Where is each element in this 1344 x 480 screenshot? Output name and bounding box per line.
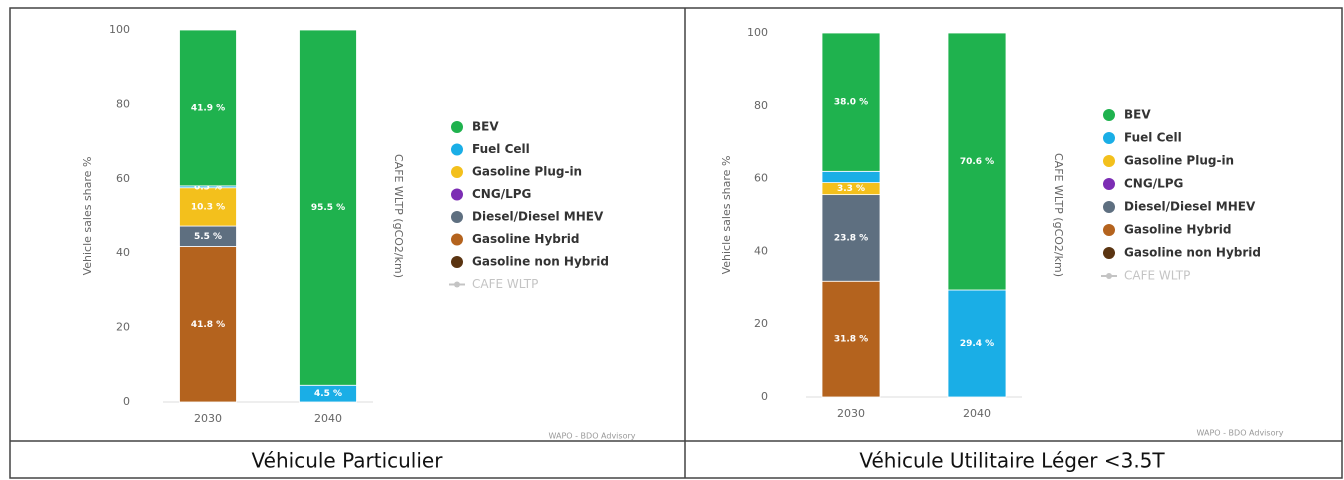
y-axis-label: Vehicle sales share % bbox=[81, 157, 94, 276]
data-label: 29.4 % bbox=[960, 339, 994, 349]
legend-label: Diesel/Diesel MHEV bbox=[472, 210, 604, 224]
legend-marker bbox=[451, 188, 463, 201]
bar-segment bbox=[947, 289, 1007, 398]
legend-label: Fuel Cell bbox=[472, 142, 530, 156]
data-label: 31.8 % bbox=[834, 335, 868, 345]
y2-axis-label: CAFE WLTP (gCO2/km) bbox=[1052, 153, 1065, 277]
bar-segment bbox=[299, 29, 357, 386]
legend-label: Fuel Cell bbox=[1124, 131, 1182, 145]
legend-marker bbox=[1103, 132, 1115, 144]
y-tick-label: 80 bbox=[754, 99, 768, 112]
legend-marker bbox=[451, 256, 463, 268]
y-tick-label: 80 bbox=[116, 97, 130, 110]
legend-marker bbox=[1103, 178, 1115, 190]
legend-label: Gasoline Hybrid bbox=[472, 232, 580, 246]
source: WAPO - BDO Advisory bbox=[549, 432, 636, 441]
legend-marker bbox=[1103, 109, 1115, 121]
y-tick-label: 40 bbox=[754, 244, 768, 257]
y-tick-label: 100 bbox=[747, 26, 768, 39]
source: WAPO - BDO Advisory bbox=[1197, 429, 1284, 438]
legend-label: Gasoline Hybrid bbox=[1124, 223, 1232, 237]
legend-label: CAFE WLTP bbox=[472, 277, 538, 291]
bar-segment bbox=[179, 187, 237, 227]
y-tick-label: 0 bbox=[123, 395, 130, 408]
y-tick-label: 20 bbox=[116, 321, 130, 334]
legend-marker bbox=[1103, 155, 1115, 167]
y-tick-label: 60 bbox=[754, 172, 768, 185]
legend-label: Diesel/Diesel MHEV bbox=[1124, 200, 1256, 214]
frame bbox=[9, 7, 1343, 479]
legend-label: BEV bbox=[1124, 108, 1151, 122]
bar-segment bbox=[821, 170, 881, 184]
legend-marker bbox=[454, 281, 460, 288]
x-tick-label: 2030 bbox=[837, 407, 865, 420]
y2-axis-label: CAFE WLTP (gCO2/km) bbox=[392, 154, 405, 278]
legend-marker bbox=[451, 166, 463, 178]
legend-label: Gasoline non Hybrid bbox=[1124, 246, 1261, 260]
data-label: 95.5 % bbox=[311, 203, 345, 213]
legend-label: CNG/LPG bbox=[1124, 177, 1183, 191]
bar-segment bbox=[821, 280, 881, 398]
legend-label: CNG/LPG bbox=[472, 187, 531, 201]
bar-segment bbox=[821, 32, 881, 172]
bar-segment bbox=[821, 194, 881, 282]
data-label: 10.3 % bbox=[191, 202, 225, 212]
legend-marker bbox=[451, 143, 463, 156]
y-tick-label: 100 bbox=[109, 23, 130, 36]
bar-segment bbox=[179, 246, 237, 403]
data-label: 41.9 % bbox=[191, 103, 225, 113]
legend-marker bbox=[1103, 224, 1115, 236]
data-label: 70.6 % bbox=[960, 157, 994, 167]
legend-marker bbox=[1103, 201, 1115, 213]
x-tick-label: 2040 bbox=[314, 412, 342, 425]
legend-label: Gasoline non Hybrid bbox=[472, 255, 609, 269]
data-label: 3.3 % bbox=[837, 184, 865, 194]
x-tick-label: 2040 bbox=[963, 407, 991, 420]
legend-marker bbox=[451, 233, 463, 246]
caption: Véhicule Utilitaire Léger <3.5T bbox=[859, 449, 1165, 473]
data-label: 5.5 % bbox=[194, 232, 222, 242]
bar-segment bbox=[947, 32, 1007, 291]
y-tick-label: 40 bbox=[116, 246, 130, 259]
data-label: 38.0 % bbox=[834, 98, 868, 108]
x-tick-label: 2030 bbox=[194, 412, 222, 425]
data-label: 4.5 % bbox=[314, 389, 342, 399]
legend-marker bbox=[451, 121, 463, 133]
caption: Véhicule Particulier bbox=[252, 449, 444, 473]
legend-label: Gasoline Plug-in bbox=[472, 165, 582, 179]
legend-label: Gasoline Plug-in bbox=[1124, 154, 1234, 168]
y-tick-label: 20 bbox=[754, 317, 768, 330]
legend-label: CAFE WLTP bbox=[1124, 269, 1190, 283]
data-label: 0.5 % bbox=[194, 182, 222, 192]
y-tick-label: 0 bbox=[761, 390, 768, 403]
data-label: 23.8 % bbox=[834, 233, 868, 243]
legend-marker bbox=[1103, 247, 1115, 259]
legend-marker bbox=[451, 211, 463, 223]
legend-marker bbox=[1106, 273, 1112, 279]
bar-segment bbox=[179, 29, 237, 187]
y-tick-label: 60 bbox=[116, 172, 130, 185]
y-axis-label: Vehicle sales share % bbox=[720, 156, 733, 275]
legend-label: BEV bbox=[472, 120, 499, 134]
data-label: 41.8 % bbox=[191, 320, 225, 330]
